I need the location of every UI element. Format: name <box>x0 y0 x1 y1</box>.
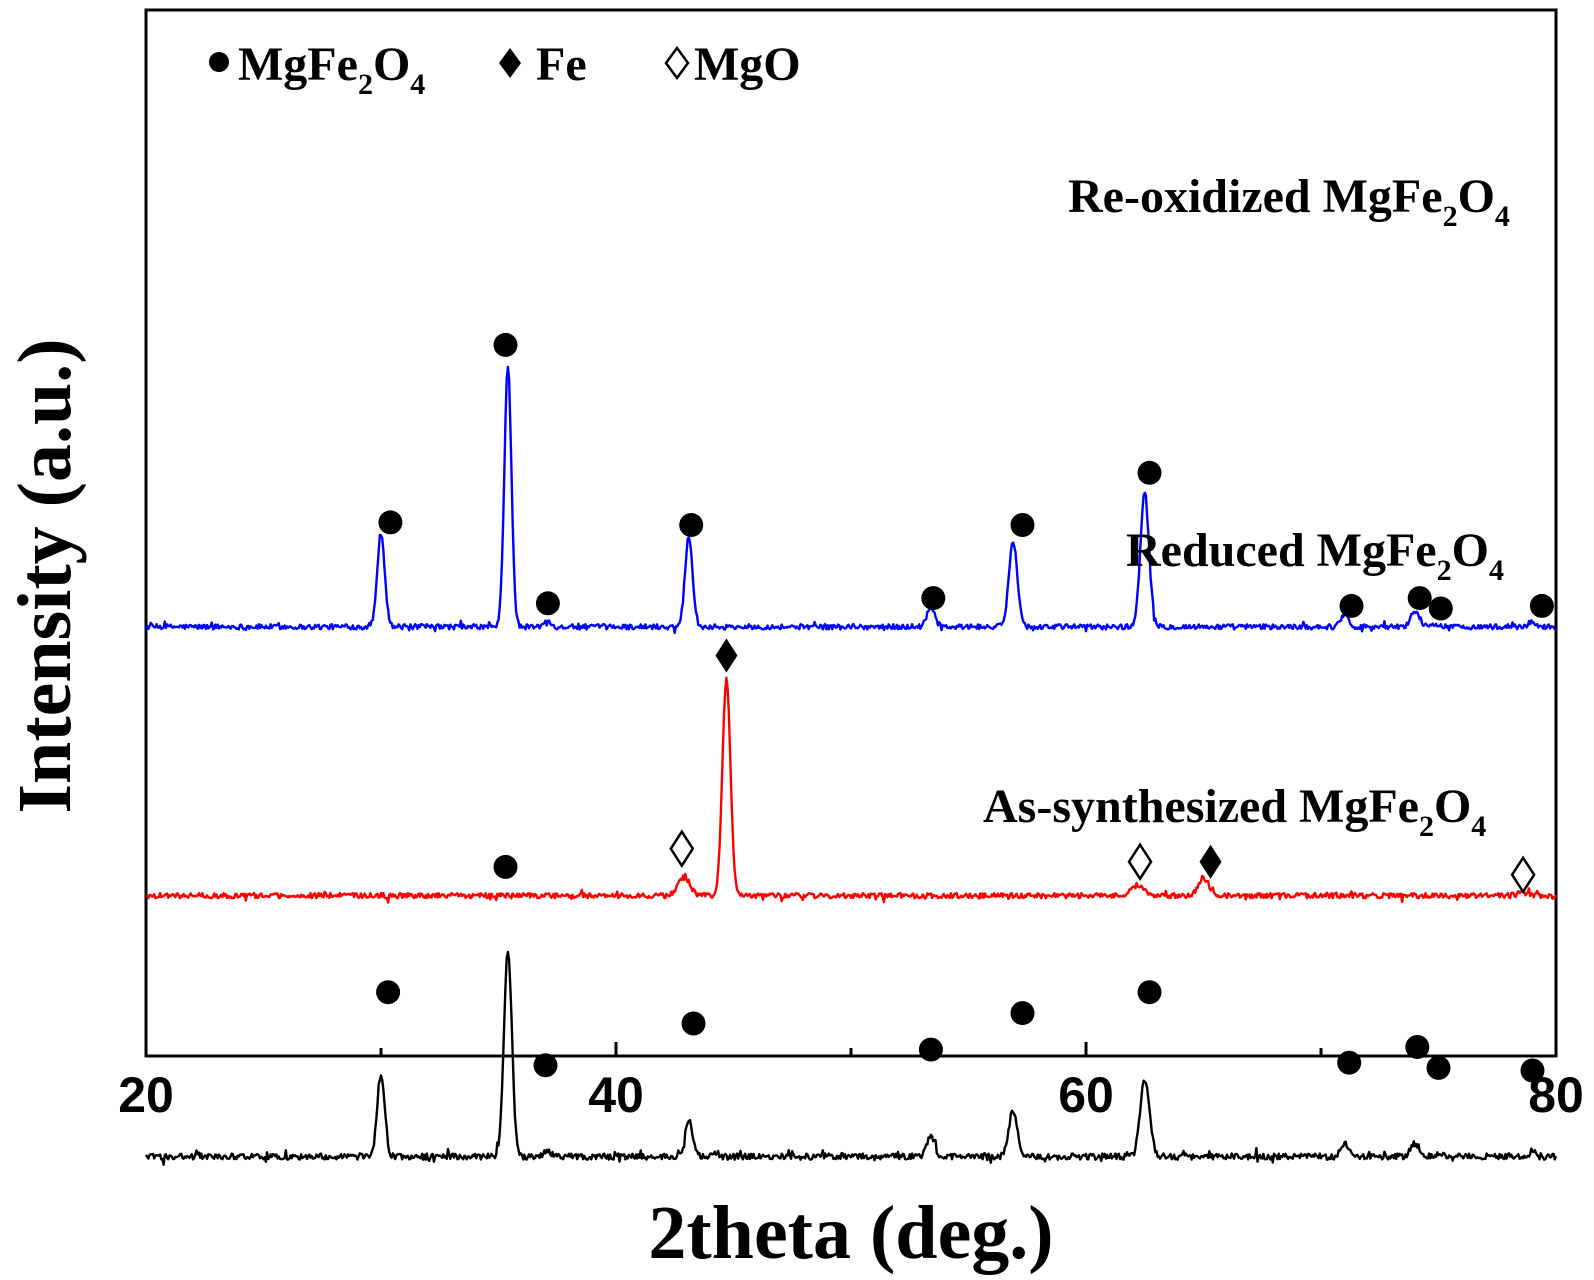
peak-marker-filled-circle-reoxidized-3 <box>679 513 704 537</box>
series-line-reduced <box>145 676 1557 904</box>
peak-markers <box>376 332 1554 1083</box>
x-axis-title: 2theta (deg.) <box>648 1191 1053 1275</box>
series-layer <box>144 365 1558 1166</box>
series-line-assynthesized <box>144 950 1558 1166</box>
peak-marker-open-diamond-reduced-4 <box>1510 855 1536 895</box>
series-label-reduced: Reduced MgFe2O4 <box>1126 524 1504 587</box>
peak-marker-filled-circle-reoxidized-10 <box>1529 593 1554 618</box>
peak-marker-filled-circle-assynthesized-0 <box>376 980 401 1005</box>
peak-marker-filled-circle-reoxidized-8 <box>1407 586 1432 611</box>
legend-label-mgfe2o4: MgFe2O4 <box>238 38 425 101</box>
x-tick-label-60: 60 <box>1058 1067 1114 1123</box>
peak-marker-filled-circle-reoxidized-1 <box>493 332 518 357</box>
peak-marker-open-diamond-reduced-2 <box>1127 842 1153 882</box>
legend: MgFe2O4 Fe MgO <box>209 38 801 101</box>
series-label-reoxidized: Re-oxidized MgFe2O4 <box>1068 170 1510 233</box>
x-tick-label-20: 20 <box>118 1067 174 1123</box>
peak-marker-filled-circle-assynthesized-7 <box>1337 1050 1362 1075</box>
legend-label-mgo: MgO <box>694 38 801 91</box>
legend-marker-filled-circle <box>209 52 229 72</box>
legend-marker-filled-diamond <box>499 48 521 78</box>
peak-marker-filled-circle-assynthesized-8 <box>1405 1035 1430 1059</box>
peak-marker-filled-circle-assynthesized-9 <box>1426 1055 1451 1080</box>
x-tick-label-40: 40 <box>588 1067 644 1123</box>
x-axis-ticks: 20 40 60 80 <box>118 1042 1584 1123</box>
peak-marker-filled-circle-assynthesized-1 <box>493 854 518 879</box>
x-tick-label-80: 80 <box>1528 1067 1584 1123</box>
peak-marker-filled-circle-assynthesized-3 <box>681 1011 706 1036</box>
series-label-assynthesized: As-synthesized MgFe2O4 <box>983 780 1486 843</box>
peak-marker-filled-diamond-reduced-1 <box>715 638 738 673</box>
peak-marker-filled-circle-reoxidized-9 <box>1428 596 1453 621</box>
peak-marker-filled-diamond-reduced-3 <box>1199 844 1222 879</box>
peak-marker-filled-circle-assynthesized-2 <box>533 1053 558 1078</box>
legend-marker-open-diamond <box>664 45 690 81</box>
peak-marker-filled-circle-assynthesized-5 <box>1010 1001 1035 1026</box>
series-line-reoxidized <box>144 365 1557 635</box>
peak-marker-filled-circle-reoxidized-7 <box>1339 593 1364 618</box>
peak-marker-open-diamond-reduced-0 <box>669 829 695 868</box>
y-axis-title: Intensity (a.u.) <box>3 338 87 813</box>
peak-marker-filled-circle-assynthesized-10 <box>1520 1058 1545 1083</box>
peak-marker-filled-circle-assynthesized-6 <box>1137 980 1162 1005</box>
peak-marker-filled-circle-reoxidized-5 <box>1010 513 1035 537</box>
legend-label-fe: Fe <box>536 38 587 91</box>
peak-marker-filled-circle-assynthesized-4 <box>918 1037 943 1062</box>
peak-marker-filled-circle-reoxidized-4 <box>921 586 946 611</box>
peak-marker-filled-circle-reoxidized-2 <box>535 591 560 616</box>
peak-marker-filled-circle-reoxidized-6 <box>1137 460 1162 485</box>
peak-marker-filled-circle-reoxidized-0 <box>378 510 403 535</box>
